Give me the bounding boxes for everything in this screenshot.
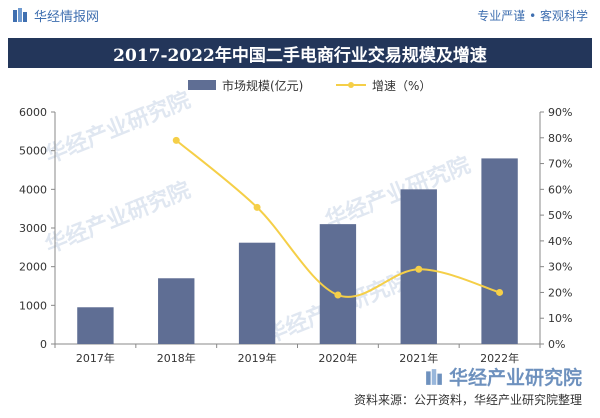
y-left-tick-label: 3000: [19, 222, 47, 235]
y-right-tick-label: 20%: [548, 286, 572, 299]
brand: 华经情报网: [12, 6, 99, 25]
growth-point: [496, 288, 504, 296]
brand-name: 华经情报网: [34, 9, 100, 25]
x-tick-label: 2020年: [318, 351, 357, 365]
watermark-brand: 华经产业研究院: [425, 363, 582, 390]
y-left-tick-label: 4000: [19, 183, 47, 196]
x-tick-label: 2021年: [399, 351, 438, 365]
legend-swatch-marker: [348, 82, 354, 88]
y-left-tick-label: 0: [40, 338, 47, 351]
legend-label-bar: 市场规模(亿元): [222, 78, 303, 93]
y-left-tick-label: 6000: [19, 106, 47, 119]
y-left-tick-label: 1000: [19, 299, 47, 312]
y-right-tick-label: 60%: [548, 183, 572, 196]
x-tick-label: 2019年: [238, 351, 277, 365]
legend: 市场规模(亿元) 增速（%）: [188, 78, 431, 93]
y-right-tick-label: 0%: [548, 338, 565, 351]
y-right-tick-label: 40%: [548, 235, 572, 248]
bar: [77, 307, 114, 344]
y-right-tick-label: 30%: [548, 261, 572, 274]
bar: [238, 242, 276, 344]
growth-point: [172, 136, 180, 144]
top-bar: 华经情报网 专业严谨 • 客观科学: [0, 0, 600, 30]
tagline: 专业严谨 • 客观科学: [477, 8, 588, 23]
y-left-tick-label: 5000: [19, 145, 47, 158]
y-right-tick-label: 90%: [548, 106, 572, 119]
x-tick-label: 2022年: [480, 351, 519, 365]
bar: [158, 278, 195, 344]
brand-logo-icon: [13, 8, 27, 22]
x-tick-label: 2018年: [157, 351, 196, 365]
growth-point: [334, 291, 342, 299]
x-tick-label: 2017年: [76, 351, 115, 365]
legend-swatch-bar: [188, 80, 216, 90]
y-right-tick-label: 10%: [548, 312, 572, 325]
watermark-logo-icon: [426, 368, 442, 385]
chart-canvas: 市场规模(亿元) 增速（%） 0 1000 2000 3000 4000 5000 6000…: [19, 78, 572, 365]
watermark-brand-name: 华经产业研究院: [448, 367, 582, 389]
plot-area: 0 1000 2000 3000 4000 5000 6000 0% 10% 20% 30% 40% 5…: [19, 106, 572, 365]
y-right-tick-label: 70%: [548, 158, 572, 171]
legend-label-line: 增速（%）: [372, 79, 431, 93]
bar: [319, 224, 357, 344]
bar: [481, 158, 518, 344]
y-right-tick-label: 80%: [548, 132, 572, 145]
y-left-tick-label: 2000: [19, 261, 47, 274]
source-note: 资料来源：公开资料，华经产业研究院整理: [353, 393, 582, 407]
growth-point: [415, 265, 423, 273]
chart-title: 2017-2022年中国二手电商行业交易规模及增速: [8, 38, 592, 68]
growth-point: [253, 203, 261, 211]
y-right-tick-label: 50%: [548, 209, 572, 222]
